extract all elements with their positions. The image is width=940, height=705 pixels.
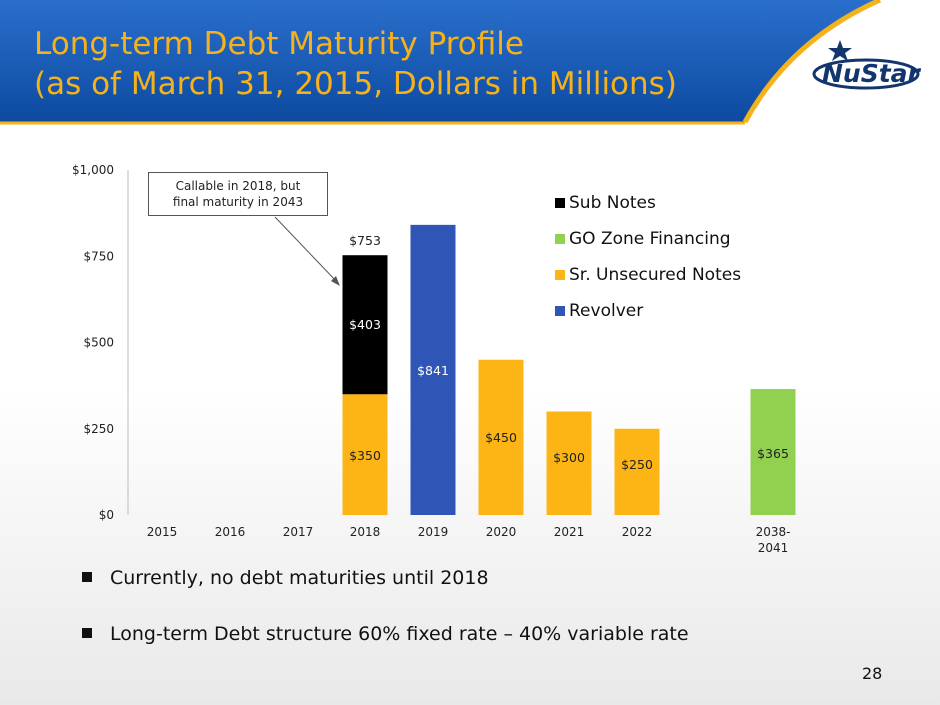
x-tick-label: 2019	[418, 525, 449, 539]
legend-label-revolver: Revolver	[569, 301, 644, 321]
bullet-list: Currently, no debt maturities until 2018…	[82, 567, 689, 679]
nustar-logo: NuStar	[812, 40, 922, 90]
legend-label-go-zone: GO Zone Financing	[569, 229, 731, 249]
bullet-item: Currently, no debt maturities until 2018	[82, 567, 689, 597]
title-line-2: (as of March 31, 2015, Dollars in Millio…	[34, 66, 677, 102]
bullet-square-icon	[82, 628, 92, 638]
bar-segment	[410, 224, 456, 516]
title-line-1: Long-term Debt Maturity Profile	[34, 26, 524, 62]
callout-line-1: Callable in 2018, but	[175, 179, 301, 193]
y-tick-label: $250	[83, 422, 114, 436]
y-tick-label: $1,000	[72, 163, 114, 177]
x-tick-label: 2022	[622, 525, 653, 539]
x-tick-label: 2038-	[756, 525, 791, 539]
slide-title: Long-term Debt Maturity Profile (as of M…	[34, 24, 677, 104]
header-band	[0, 0, 940, 135]
y-tick-label: $0	[99, 508, 114, 522]
data-label: $250	[621, 457, 653, 472]
x-tick-label: 2018	[350, 525, 381, 539]
data-label: $403	[349, 317, 381, 332]
bullet-text: Currently, no debt maturities until 2018	[110, 567, 489, 589]
x-tick-label: 2020	[486, 525, 517, 539]
total-label: $753	[349, 233, 381, 248]
data-label: $300	[553, 450, 585, 465]
legend-label-sub-notes: Sub Notes	[569, 193, 656, 213]
legend-swatch-sub-notes	[555, 198, 565, 208]
logo-star-icon	[828, 40, 852, 61]
legend-swatch-sr-unsecured	[555, 270, 565, 280]
legend-label-sr-unsecured: Sr. Unsecured Notes	[569, 265, 742, 285]
bar-segment	[342, 394, 388, 515]
callout-line-2: final maturity in 2043	[172, 195, 304, 209]
bullet-text: Long-term Debt structure 60% fixed rate …	[110, 623, 689, 645]
x-tick-label: 2017	[283, 525, 314, 539]
callout-box: Callable in 2018, but final maturity in …	[148, 172, 328, 216]
bar-segment	[478, 359, 524, 515]
bullet-square-icon	[82, 572, 92, 582]
legend-item-revolver: Revolver	[555, 293, 741, 329]
page-number: 28	[862, 664, 883, 683]
chart-legend: Sub Notes GO Zone Financing Sr. Unsecure…	[555, 185, 741, 329]
legend-swatch-revolver	[555, 306, 565, 316]
bullet-item: Long-term Debt structure 60% fixed rate …	[82, 623, 689, 653]
x-tick-label: 2016	[215, 525, 246, 539]
x-tick-label: 2015	[147, 525, 178, 539]
bar-segment	[342, 255, 388, 395]
y-tick-label: $500	[83, 336, 114, 350]
y-tick-label: $750	[83, 249, 114, 263]
bar-segment	[750, 389, 796, 515]
legend-item-go-zone: GO Zone Financing	[555, 221, 741, 257]
data-label: $350	[349, 448, 381, 463]
x-tick-label: 2021	[554, 525, 585, 539]
callout-pointer-line	[274, 216, 339, 284]
bar-segment	[614, 428, 660, 515]
data-label: $841	[417, 363, 449, 378]
data-label: $365	[757, 446, 789, 461]
legend-swatch-go-zone	[555, 234, 565, 244]
data-label: $450	[485, 430, 517, 445]
legend-item-sr-unsecured: Sr. Unsecured Notes	[555, 257, 741, 293]
x-tick-label: 2041	[758, 541, 789, 555]
legend-item-sub-notes: Sub Notes	[555, 185, 741, 221]
logo-text: NuStar	[822, 59, 922, 88]
bar-segment	[546, 411, 592, 515]
callout-arrowhead-icon	[331, 276, 340, 286]
